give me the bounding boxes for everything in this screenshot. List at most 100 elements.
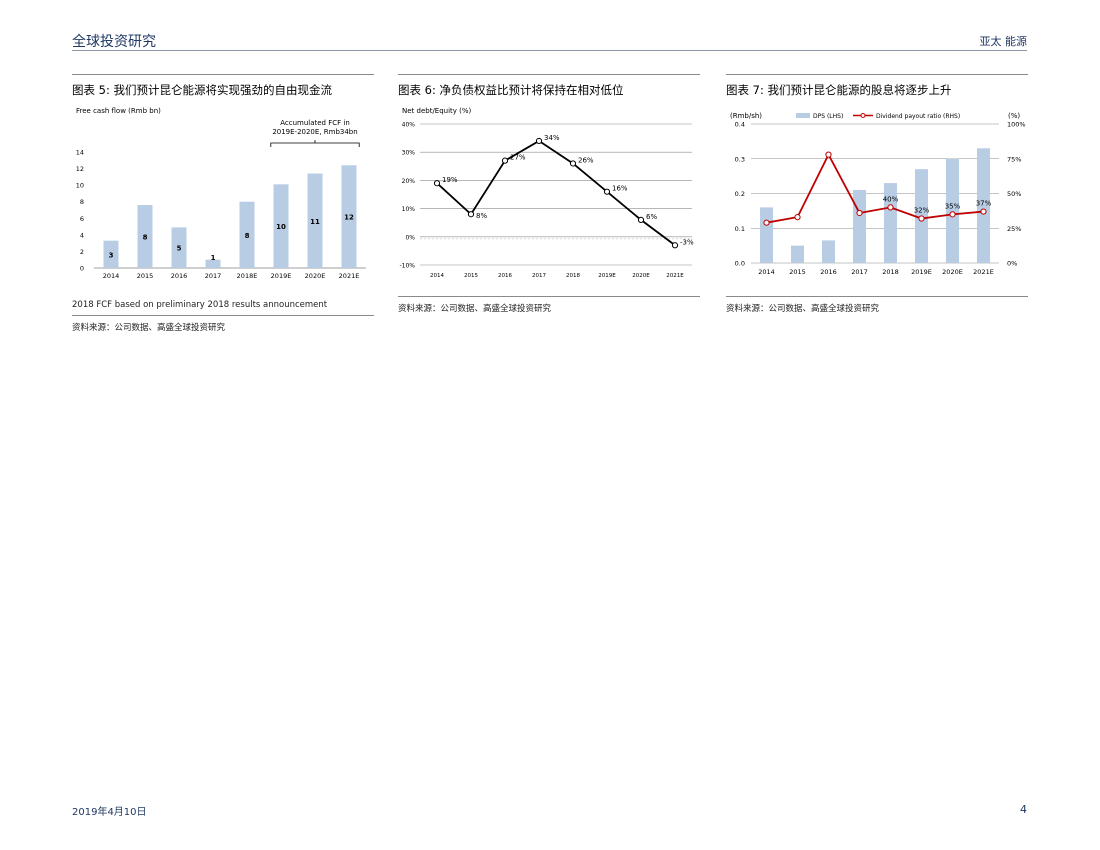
left-tick-label: 0.3 — [735, 155, 745, 163]
left-axis-title: (Rmb/sh) — [730, 112, 762, 120]
bar-2017 — [205, 259, 221, 268]
exhibit-7-top-rule — [726, 74, 1028, 75]
left-tick-label: 0.2 — [735, 190, 745, 198]
payout-point-2017 — [856, 209, 863, 217]
y-tick-label: -10% — [399, 263, 415, 270]
payout-label-2021E: 37% — [976, 200, 992, 208]
x-tick-label: 2021E — [973, 268, 994, 276]
y-tick-label: 20% — [402, 178, 416, 185]
bar-2018E — [239, 201, 255, 268]
exhibit-7-chart: (Rmb/sh) (%) DPS (LHS) Dividend payout rati… — [730, 112, 1026, 276]
x-tick-label: 2015 — [137, 272, 154, 280]
annotation-line-1: Accumulated FCF in — [280, 119, 350, 127]
x-tick-label: 2018E — [237, 272, 258, 280]
y-tick-label: 10 — [76, 182, 84, 190]
y-tick-label: 14 — [76, 149, 84, 157]
right-tick-label: 50% — [1007, 190, 1021, 198]
dps-bar-2021E — [976, 148, 991, 263]
exhibit-7-mid-rule — [726, 296, 1028, 297]
bar-2019E — [273, 184, 289, 268]
data-label-2015: 8% — [476, 212, 487, 220]
payout-point-2018 — [887, 204, 894, 211]
bar-2021E — [341, 165, 357, 268]
right-tick-label: 25% — [1007, 225, 1021, 233]
data-label-2016: 5 — [177, 245, 182, 253]
point-2016 — [501, 157, 509, 164]
x-tick-label: 2016 — [498, 273, 512, 279]
left-tick-label: 0.1 — [735, 225, 745, 233]
exhibit-7-panel: 图表 7: 我们预计昆仑能源的股息将逐步上升 (Rmb/sh) (%) DPS (L… — [726, 74, 1028, 314]
exhibit-6-title: 图表 6: 净负债权益比预计将保持在相对低位 — [398, 83, 624, 97]
exhibit-5-title: 图表 5: 我们预计昆仑能源将实现强劲的自由现金流 — [72, 83, 332, 97]
right-tick-label: 100% — [1007, 121, 1026, 129]
x-tick-label: 2014 — [430, 273, 444, 279]
payout-point-2015 — [794, 214, 801, 221]
x-tick-label: 2014 — [758, 268, 775, 276]
exhibit-6-chart: Net debt/Equity (%) -10% 0% 10% 20% 30% 40% 19%… — [399, 107, 694, 279]
point-2014 — [433, 180, 441, 187]
data-label-2021E: -3% — [680, 238, 694, 246]
y-tick-label: 0 — [80, 265, 84, 273]
y-tick-label: 12 — [76, 165, 84, 173]
data-label-2020E: 6% — [646, 213, 657, 221]
x-tick-label: 2018 — [882, 268, 899, 276]
x-tick-label: 2016 — [171, 272, 188, 280]
data-label-2021E: 12 — [344, 214, 354, 222]
annotation-bracket — [270, 140, 360, 147]
x-tick-label: 2020E — [632, 273, 650, 279]
point-2018 — [569, 160, 577, 167]
x-tick-label: 2017 — [205, 272, 222, 280]
x-tick-label: 2021E — [339, 272, 360, 280]
data-label-2015: 8 — [143, 234, 148, 242]
legend-label-payout: Dividend payout ratio (RHS) — [876, 113, 960, 120]
x-tick-label: 2019E — [911, 268, 932, 276]
x-tick-label: 2015 — [789, 268, 806, 276]
payout-point-2020E — [949, 211, 956, 218]
y-tick-label: 2 — [80, 248, 84, 256]
y-tick-label: 40% — [402, 122, 416, 129]
legend-marker-payout — [860, 113, 866, 118]
y-tick-label: 10% — [402, 206, 416, 213]
data-label-2017: 34% — [544, 134, 560, 142]
data-label-2014: 19% — [442, 176, 458, 184]
x-tick-label: 2021E — [666, 273, 684, 279]
legend-swatch-dps — [796, 113, 810, 118]
dps-bar-2016 — [821, 240, 836, 263]
left-tick-label: 0.0 — [735, 260, 745, 268]
x-tick-label: 2017 — [532, 273, 546, 279]
point-2019E — [603, 188, 611, 195]
right-axis-title: (%) — [1008, 112, 1020, 120]
exhibit-6-top-rule — [398, 74, 700, 75]
data-label-2019E: 10 — [276, 223, 286, 231]
exhibit-6-source: 资料来源：公司数据、高盛全球投资研究 — [398, 304, 552, 314]
exhibit-5-panel: 图表 5: 我们预计昆仑能源将实现强劲的自由现金流 Free cash flow… — [72, 74, 374, 333]
exhibit-5-top-rule — [72, 74, 374, 75]
payout-label-2018: 40% — [883, 195, 899, 203]
point-2015 — [467, 211, 475, 218]
y-axis-title: Free cash flow (Rmb bn) — [76, 107, 161, 115]
annotation-line-2: 2019E-2020E, Rmb34bn — [272, 128, 357, 136]
data-label-2019E: 16% — [612, 185, 628, 193]
exhibit-5-source: 资料来源：公司数据、高盛全球投资研究 — [72, 323, 226, 333]
data-label-2018: 26% — [578, 156, 594, 164]
exhibit-6-panel: 图表 6: 净负债权益比预计将保持在相对低位 Net debt/Equity (… — [398, 74, 700, 314]
point-2017 — [535, 137, 543, 145]
point-2021E — [671, 242, 679, 249]
y-tick-label: 8 — [80, 198, 84, 206]
x-tick-label: 2020E — [305, 272, 326, 280]
dps-bar-2014 — [759, 207, 774, 263]
dps-bar-2017 — [852, 190, 867, 263]
x-tick-label: 2019E — [271, 272, 292, 280]
y-tick-label: 0% — [405, 234, 415, 241]
report-sector: 亚太 能源 — [979, 35, 1028, 48]
payout-point-2016 — [825, 151, 832, 158]
payout-point-2019E — [918, 215, 925, 222]
exhibit-5-chart: Free cash flow (Rmb bn) 0 2 4 6 8 10 12 14 3 2014 8… — [76, 107, 366, 280]
data-label-2016: 27% — [510, 154, 526, 162]
exhibit-7-source: 资料来源：公司数据、高盛全球投资研究 — [726, 304, 880, 314]
data-label-2014: 3 — [109, 251, 114, 259]
y-tick-label: 4 — [80, 231, 84, 239]
x-tick-label: 2016 — [820, 268, 837, 276]
payout-label-2020E: 35% — [945, 202, 961, 210]
bar-2014 — [103, 240, 119, 268]
